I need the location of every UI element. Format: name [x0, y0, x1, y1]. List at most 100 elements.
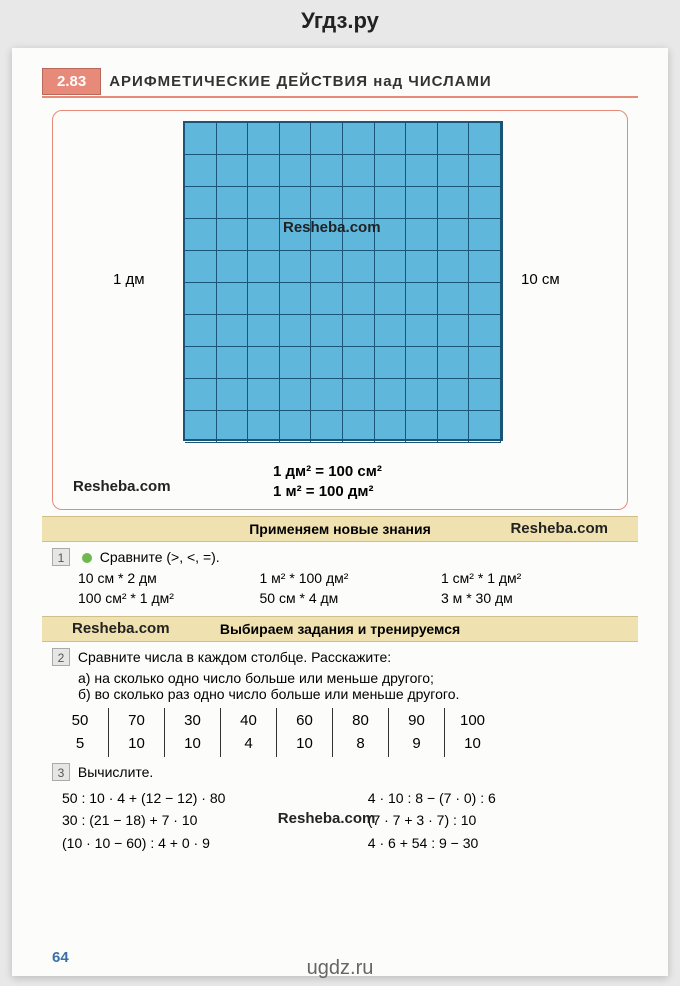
grid-cell — [311, 347, 343, 379]
num-bot: 10 — [455, 733, 490, 756]
grid-cell — [406, 219, 438, 251]
grid-cell — [217, 283, 249, 315]
num-col: 6010 — [276, 708, 332, 757]
equation-1: 1 дм² = 100 см² — [273, 462, 382, 482]
num-top: 70 — [119, 710, 154, 733]
num-bot: 8 — [343, 733, 378, 756]
grid-cell — [217, 411, 249, 443]
grid-cell — [438, 155, 470, 187]
band-practice: Resheba.com Выбираем задания и тренируем… — [42, 616, 638, 642]
grid-cell — [406, 123, 438, 155]
num-bot: 5 — [62, 733, 98, 756]
watermark-icon: Resheba.com — [283, 219, 381, 236]
grid-cell — [343, 187, 375, 219]
compare-item: 1 см² * 1 дм² — [441, 570, 623, 586]
calc-line: 4 · 6 + 54 : 9 − 30 — [368, 832, 618, 854]
num-col: 3010 — [164, 708, 220, 757]
grid-cell — [311, 155, 343, 187]
num-col: 7010 — [108, 708, 164, 757]
equation-2: 1 м² = 100 дм² — [273, 482, 382, 502]
number-table: 50570103010404601080890910010 — [52, 708, 628, 757]
grid-cell — [311, 123, 343, 155]
calc-line: (7 · 7 + 3 · 7) : 10 — [368, 809, 618, 831]
grid-cell — [343, 379, 375, 411]
compare-grid: 10 см * 2 дм 1 м² * 100 дм² 1 см² * 1 дм… — [78, 570, 628, 610]
grid-cell — [185, 347, 217, 379]
num-top: 90 — [399, 710, 434, 733]
task-number: 2 — [52, 648, 70, 666]
grid-cell — [217, 379, 249, 411]
grid-cell — [438, 379, 470, 411]
grid-cell — [438, 347, 470, 379]
grid-cell — [248, 219, 280, 251]
compare-item: 100 см² * 1 дм² — [78, 590, 260, 606]
task-2a: а) на сколько одно число больше или мень… — [78, 670, 628, 686]
grid-cell — [406, 347, 438, 379]
watermark-icon: Resheba.com — [73, 478, 171, 495]
grid-cell — [185, 251, 217, 283]
grid-cell — [185, 411, 217, 443]
grid-cell — [469, 315, 501, 347]
grid-cell — [438, 315, 470, 347]
grid-cell — [248, 123, 280, 155]
grid-cell — [280, 283, 312, 315]
grid-cell — [280, 315, 312, 347]
grid-cell — [343, 155, 375, 187]
compare-item: 10 см * 2 дм — [78, 570, 260, 586]
task-number: 3 — [52, 763, 70, 781]
grid-cell — [438, 251, 470, 283]
grid-cell — [280, 155, 312, 187]
grid-cell — [248, 379, 280, 411]
grid-cell — [406, 379, 438, 411]
num-top: 40 — [231, 710, 266, 733]
grid-cell — [311, 187, 343, 219]
grid-cell — [343, 251, 375, 283]
grid-cell — [469, 123, 501, 155]
grid-cell — [469, 379, 501, 411]
grid-cell — [217, 347, 249, 379]
diagram-box: 1 дм 10 см 1 дм² = 100 см² 1 м² = 100 дм… — [52, 110, 628, 510]
equations: 1 дм² = 100 см² 1 м² = 100 дм² — [273, 462, 382, 501]
calc-block: 50 : 10 · 4 + (12 − 12) · 80 30 : (21 − … — [62, 787, 618, 854]
label-left: 1 дм — [113, 271, 145, 288]
grid-cell — [217, 219, 249, 251]
grid-cell — [280, 379, 312, 411]
grid-cell — [343, 123, 375, 155]
grid-cell — [280, 187, 312, 219]
grid-cell — [375, 155, 407, 187]
grid-cell — [406, 155, 438, 187]
grid-cell — [438, 187, 470, 219]
grid-cell — [248, 315, 280, 347]
calc-right: Resheba.com 4 · 10 : 8 − (7 · 0) : 6 (7 … — [368, 787, 618, 854]
grid-cell — [248, 411, 280, 443]
grid-cell — [248, 251, 280, 283]
grid-cell — [469, 347, 501, 379]
task-1: 1 Сравните (>, <, =). 10 см * 2 дм 1 м² … — [52, 548, 628, 610]
section-title: АРИФМЕТИЧЕСКИЕ ДЕЙСТВИЯ над ЧИСЛАМИ — [109, 73, 492, 90]
grid-cell — [311, 283, 343, 315]
watermark-icon: Resheba.com — [510, 520, 608, 537]
grid-cell — [438, 123, 470, 155]
grid-cell — [406, 283, 438, 315]
num-top: 100 — [455, 710, 490, 733]
grid-cell — [185, 315, 217, 347]
grid-cell — [375, 251, 407, 283]
grid-cell — [185, 379, 217, 411]
grid-cell — [375, 379, 407, 411]
grid-cell — [343, 347, 375, 379]
grid-square — [183, 121, 503, 441]
grid-cell — [217, 155, 249, 187]
grid-cell — [280, 347, 312, 379]
task-3: 3 Вычислите. — [52, 763, 628, 781]
band-title: Выбираем задания и тренируемся — [220, 621, 460, 637]
compare-item: 50 см * 4 дм — [260, 590, 442, 606]
grid-cell — [406, 411, 438, 443]
num-bot: 4 — [231, 733, 266, 756]
grid-cell — [185, 187, 217, 219]
num-bot: 10 — [119, 733, 154, 756]
num-col: 10010 — [444, 708, 500, 757]
calc-line: 4 · 10 : 8 − (7 · 0) : 6 — [368, 787, 618, 809]
grid-cell — [469, 155, 501, 187]
grid-cell — [375, 411, 407, 443]
grid-cell — [406, 251, 438, 283]
